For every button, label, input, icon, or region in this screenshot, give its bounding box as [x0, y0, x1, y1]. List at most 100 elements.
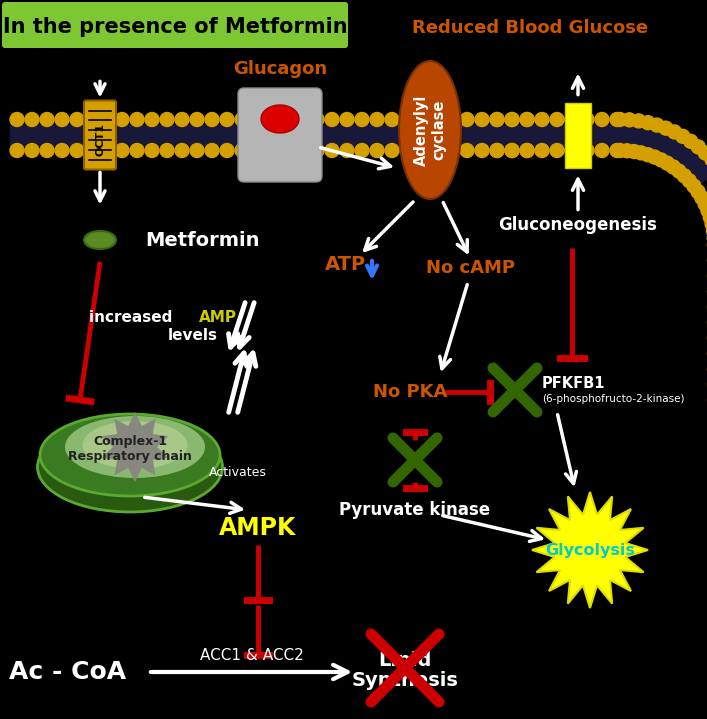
Circle shape — [475, 112, 489, 127]
Text: Pyruvate kinase: Pyruvate kinase — [339, 501, 491, 519]
Circle shape — [627, 145, 641, 159]
Circle shape — [235, 144, 249, 157]
Circle shape — [610, 112, 624, 127]
Circle shape — [445, 144, 459, 157]
Circle shape — [190, 144, 204, 157]
Circle shape — [265, 112, 279, 127]
Circle shape — [672, 164, 686, 178]
FancyBboxPatch shape — [84, 101, 116, 170]
Circle shape — [475, 144, 489, 157]
Circle shape — [415, 144, 429, 157]
Circle shape — [520, 144, 534, 157]
Circle shape — [340, 144, 354, 157]
Circle shape — [70, 144, 84, 157]
Circle shape — [25, 112, 39, 127]
Text: levels: levels — [168, 329, 218, 344]
Circle shape — [666, 160, 680, 174]
Circle shape — [705, 217, 707, 231]
Circle shape — [325, 112, 339, 127]
Text: Synthesis: Synthesis — [351, 671, 458, 690]
Circle shape — [250, 144, 264, 157]
Circle shape — [610, 144, 624, 157]
Bar — [490, 125, 620, 145]
Circle shape — [430, 144, 444, 157]
Circle shape — [145, 112, 159, 127]
Circle shape — [550, 144, 564, 157]
Circle shape — [415, 112, 429, 127]
Circle shape — [565, 144, 579, 157]
Text: OCT1: OCT1 — [95, 122, 105, 155]
Circle shape — [676, 129, 690, 143]
Circle shape — [10, 112, 24, 127]
Circle shape — [370, 112, 384, 127]
Circle shape — [613, 144, 627, 157]
Circle shape — [505, 144, 519, 157]
Circle shape — [682, 174, 696, 188]
FancyBboxPatch shape — [238, 88, 322, 182]
Circle shape — [490, 112, 504, 127]
Text: increased: increased — [89, 311, 178, 326]
Bar — [10, 125, 530, 145]
Circle shape — [650, 118, 664, 132]
Circle shape — [295, 112, 309, 127]
Circle shape — [687, 179, 701, 193]
Text: In the presence of Metformin: In the presence of Metformin — [3, 17, 347, 37]
Circle shape — [595, 112, 609, 127]
Circle shape — [280, 144, 294, 157]
Text: AMP: AMP — [199, 311, 237, 326]
Text: No PKA: No PKA — [373, 383, 448, 401]
Circle shape — [695, 191, 707, 205]
Circle shape — [520, 112, 534, 127]
Circle shape — [100, 112, 114, 127]
Circle shape — [115, 112, 129, 127]
Polygon shape — [532, 492, 648, 608]
Circle shape — [295, 144, 309, 157]
Circle shape — [490, 144, 504, 157]
Circle shape — [385, 144, 399, 157]
Circle shape — [660, 156, 674, 170]
Text: (6-phosphofructo-2-kinase): (6-phosphofructo-2-kinase) — [542, 394, 684, 404]
Circle shape — [705, 152, 707, 167]
Text: Metformin: Metformin — [145, 231, 259, 249]
Ellipse shape — [399, 61, 461, 199]
Circle shape — [325, 144, 339, 157]
Circle shape — [100, 144, 114, 157]
Circle shape — [622, 113, 636, 127]
Text: Glucagon: Glucagon — [233, 60, 327, 78]
Circle shape — [205, 144, 219, 157]
Circle shape — [340, 112, 354, 127]
Circle shape — [520, 112, 534, 127]
Text: AMPK: AMPK — [219, 516, 297, 540]
Text: ATP: ATP — [325, 255, 366, 275]
Circle shape — [85, 144, 99, 157]
Circle shape — [505, 144, 519, 157]
Circle shape — [698, 197, 707, 211]
Ellipse shape — [84, 231, 116, 249]
Circle shape — [595, 144, 609, 157]
Circle shape — [490, 112, 504, 127]
Circle shape — [505, 112, 519, 127]
Text: ACC1 & ACC2: ACC1 & ACC2 — [200, 649, 304, 664]
Circle shape — [55, 112, 69, 127]
Circle shape — [115, 144, 129, 157]
Ellipse shape — [65, 416, 205, 478]
Circle shape — [613, 112, 627, 127]
Circle shape — [565, 112, 579, 127]
Text: Reduced Blood Glucose: Reduced Blood Glucose — [412, 19, 648, 37]
Circle shape — [550, 112, 564, 127]
Circle shape — [535, 112, 549, 127]
Circle shape — [250, 112, 264, 127]
Circle shape — [190, 112, 204, 127]
Circle shape — [430, 112, 444, 127]
Circle shape — [520, 144, 534, 157]
Circle shape — [505, 112, 519, 127]
Circle shape — [25, 144, 39, 157]
Circle shape — [10, 144, 24, 157]
Circle shape — [400, 112, 414, 127]
Text: No cAMP: No cAMP — [426, 259, 515, 277]
Circle shape — [280, 112, 294, 127]
Circle shape — [265, 144, 279, 157]
Ellipse shape — [40, 414, 220, 496]
Circle shape — [535, 144, 549, 157]
Circle shape — [641, 147, 655, 162]
